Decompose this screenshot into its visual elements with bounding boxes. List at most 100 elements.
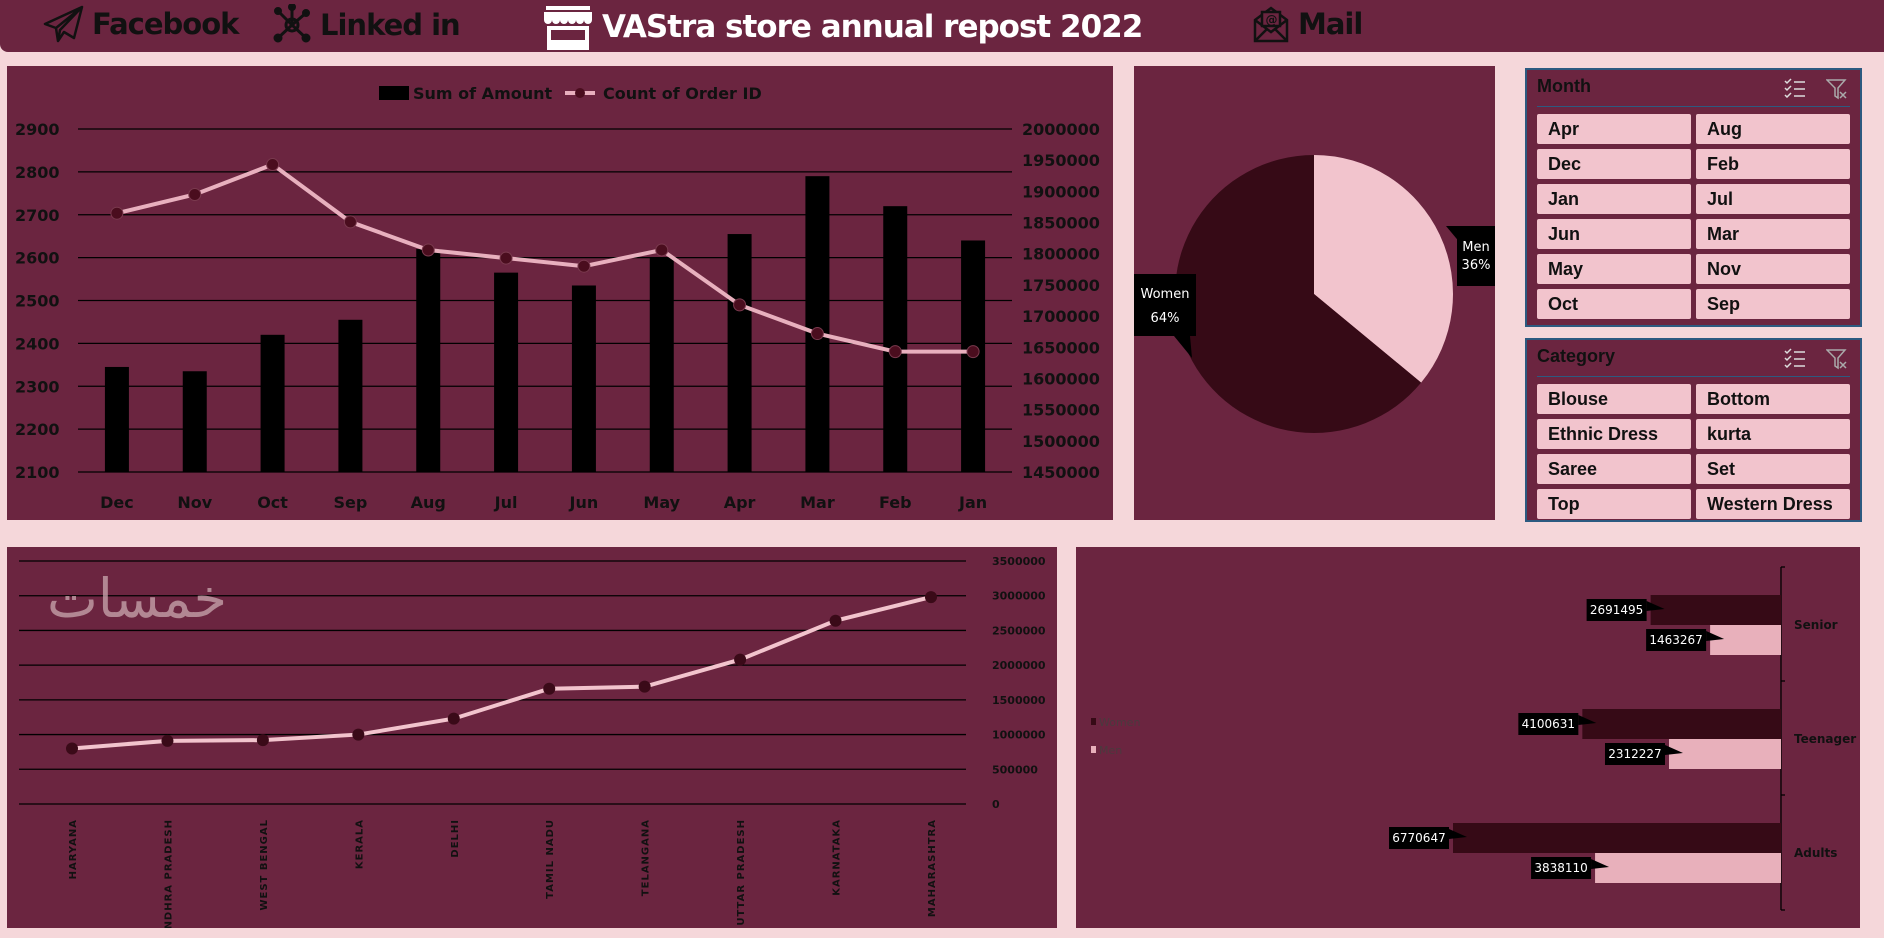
bar-men [1595, 853, 1781, 883]
right-tick-label: 1500000 [1022, 432, 1100, 451]
title-text: VAStra store annual repost 2022 [602, 9, 1143, 45]
left-tick-label: 2900 [15, 120, 60, 139]
slicer-item[interactable]: Saree [1537, 454, 1691, 484]
line-marker [499, 251, 513, 265]
left-tick-label: 2600 [15, 249, 60, 268]
y-tick-label: 3500000 [992, 555, 1046, 568]
linkedin-link[interactable]: Linked in [272, 4, 461, 46]
slicer-item[interactable]: Sep [1696, 289, 1850, 319]
slicer-item[interactable]: Oct [1537, 289, 1691, 319]
line-marker [161, 734, 174, 747]
slicer-item[interactable]: Blouse [1537, 384, 1691, 414]
pie-slice-women [1175, 155, 1422, 433]
data-label: 2691495 [1590, 603, 1643, 617]
y-tick-label: 1000000 [992, 729, 1046, 742]
line-marker [925, 591, 937, 604]
state-label: DELHI [450, 819, 461, 858]
state-label: TAMIL NADU [545, 819, 556, 899]
line-marker [734, 653, 747, 666]
clear-filter-icon[interactable] [1826, 348, 1848, 370]
state-label: WEST BENGAL [259, 819, 270, 911]
legend-swatch-bar [379, 86, 409, 100]
bar-sum-of-amount [649, 257, 674, 472]
line-marker [256, 734, 269, 747]
left-tick-label: 2300 [15, 377, 60, 396]
y-tick-label: 1500000 [992, 694, 1046, 707]
right-tick-label: 1650000 [1022, 338, 1100, 357]
slicer-item[interactable]: Set [1696, 454, 1850, 484]
legend-label: Women [1099, 716, 1140, 729]
data-label-box [1646, 629, 1707, 651]
line-marker [638, 680, 651, 693]
slicer-item[interactable]: Feb [1696, 149, 1850, 179]
slicer-item[interactable]: Nov [1696, 254, 1850, 284]
state-label: HARYANA [68, 819, 79, 879]
data-label-pct: 64% [1151, 311, 1180, 326]
right-tick-label: 1800000 [1022, 245, 1100, 264]
data-label-box [1604, 743, 1665, 765]
clear-filter-icon[interactable] [1826, 78, 1848, 100]
line-marker [188, 187, 202, 201]
legend-label: Count of Order ID [603, 84, 762, 103]
line-marker [577, 259, 591, 273]
slicer-item[interactable]: May [1537, 254, 1691, 284]
bar-sum-of-amount [260, 334, 285, 472]
slicer-item[interactable]: Aug [1696, 114, 1850, 144]
line-marker [655, 243, 669, 257]
y-tick-label: 500000 [992, 763, 1038, 776]
legend-swatch [1091, 718, 1096, 725]
left-tick-label: 2500 [15, 292, 60, 311]
line-marker [829, 614, 842, 627]
multi-select-icon[interactable] [1784, 348, 1806, 368]
data-label: 6770647 [1392, 831, 1445, 845]
header-bar: Facebook Linked in VAStra store annual r… [0, 0, 1884, 52]
slicer-item[interactable]: Bottom [1696, 384, 1850, 414]
line-count-of-order-id [116, 162, 974, 354]
slicer-item[interactable]: kurta [1696, 419, 1850, 449]
line-marker [66, 742, 78, 755]
slicer-item[interactable]: Top [1537, 489, 1691, 519]
callout-pointer [1449, 829, 1467, 839]
facebook-link[interactable]: Facebook [42, 4, 239, 44]
data-label: 4100631 [1522, 717, 1575, 731]
slicer-item[interactable]: Jul [1696, 184, 1850, 214]
mail-link[interactable]: @ Mail [1252, 4, 1363, 44]
data-label-box [1586, 599, 1647, 621]
legend-label: Men [1099, 744, 1122, 757]
month-slicer-title: Month [1537, 76, 1591, 96]
age-gender-bar-chart: Senior 2691495 1463267 Teenager 4100631 23122… [1076, 547, 1860, 928]
state-label: KERALA [354, 819, 365, 869]
data-label-name: Women [1141, 287, 1190, 302]
bar-men [1668, 739, 1781, 769]
monthly-sales-chart: 2900 2800 2700 2600 2500 2400 2300 2200 2100 2000… [7, 66, 1113, 520]
network-icon [273, 4, 311, 43]
slicer-item[interactable]: Apr [1537, 114, 1691, 144]
right-tick-label: 1850000 [1022, 214, 1100, 233]
category-slicer: Category Blouse Bottom Ethnic Dress kurta Sa… [1525, 338, 1862, 522]
month-label: Jun [569, 493, 599, 512]
month-label: Feb [879, 493, 912, 512]
state-sales-chart: 3500000 3000000 2500000 2000000 1500000 10000… [7, 547, 1057, 938]
right-tick-label: 1700000 [1022, 307, 1100, 326]
slicer-item[interactable]: Ethnic Dress [1537, 419, 1691, 449]
data-label-box [1134, 274, 1196, 336]
multi-select-icon[interactable] [1784, 78, 1806, 98]
month-label: Aug [411, 493, 446, 512]
bar-sum-of-amount [182, 371, 207, 472]
mail-icon: @ [1253, 6, 1289, 43]
callout-pointer [1646, 601, 1665, 611]
line-marker [110, 206, 124, 220]
right-tick-label: 1600000 [1022, 369, 1100, 388]
month-label: Mar [800, 493, 835, 512]
legend-swatch [1091, 746, 1096, 753]
slicer-item[interactable]: Mar [1696, 219, 1850, 249]
state-label: UTTAR PRADESH [736, 819, 747, 926]
state-sales-line [71, 595, 932, 751]
slicer-item[interactable]: Jan [1537, 184, 1691, 214]
month-label: Nov [177, 493, 212, 512]
slicer-item[interactable]: Western Dress [1696, 489, 1850, 519]
state-label: MAHARASHTRA [927, 819, 938, 917]
slicer-item[interactable]: Dec [1537, 149, 1691, 179]
bar-sum-of-amount [727, 234, 752, 472]
slicer-item[interactable]: Jun [1537, 219, 1691, 249]
